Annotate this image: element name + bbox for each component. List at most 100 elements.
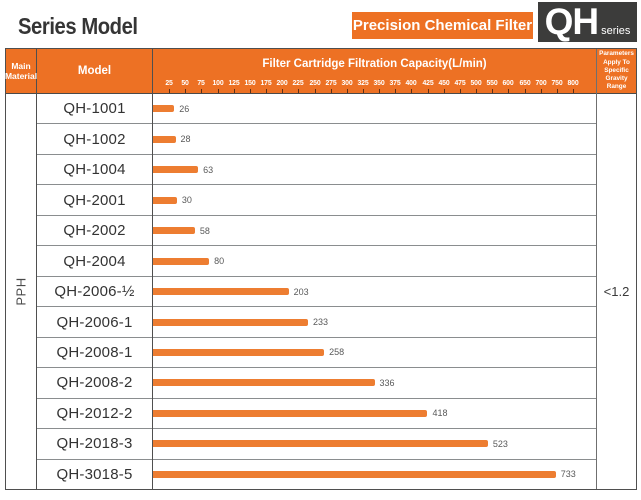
bar-cell: 733	[153, 460, 596, 489]
header-model: Model	[37, 49, 152, 94]
axis-tick-label: 400	[405, 78, 417, 87]
axis-tick-mark	[362, 89, 364, 93]
axis-tick-label: 475	[454, 78, 466, 87]
series-badge-suffix: series	[601, 25, 631, 37]
capacity-value: 30	[181, 195, 192, 206]
axis-tick-label: 250	[309, 78, 320, 87]
axis-tick-mark	[185, 89, 187, 93]
axis-tick-label: 25	[165, 78, 173, 87]
capacity-value: 233	[312, 317, 328, 328]
axis-tick-label: 175	[260, 78, 272, 87]
axis-tick-mark	[233, 89, 235, 93]
model-cell: QH-2002	[37, 216, 152, 247]
bar-cell: 28	[153, 124, 596, 155]
capacity-bar	[153, 166, 199, 174]
capacity-bar	[153, 196, 177, 204]
axis-tick-mark	[249, 89, 251, 93]
axis-tick-mark	[201, 89, 203, 93]
capacity-value: 63	[203, 164, 214, 175]
axis-tick-label: 125	[228, 78, 240, 87]
model-cell: QH-2012-2	[37, 399, 152, 430]
axis-tick-mark	[508, 89, 510, 93]
capacity-value: 28	[180, 134, 191, 145]
axis-tick-label: 150	[244, 78, 256, 87]
bar-cell: 336	[153, 368, 596, 399]
bar-cell: 258	[153, 338, 596, 369]
chart-title: Filter Cartridge Filtration Capacity(L/m…	[262, 58, 487, 70]
axis-tick-label: 600	[502, 78, 514, 87]
gravity-range-value: <1.2	[603, 284, 630, 299]
axis-tick-label: 325	[357, 78, 369, 87]
axis-tick-label: 700	[535, 78, 547, 87]
axis-tick-mark	[298, 89, 300, 93]
axis-tick-label: 425	[422, 78, 434, 87]
bar-cell: 203	[153, 277, 596, 308]
axis-tick-mark	[540, 89, 542, 93]
header-gravity-range: Parameters Apply To Specific Gravity Ran…	[597, 49, 636, 94]
series-badge-code: QH	[544, 1, 599, 43]
model-cell: QH-2018-3	[37, 429, 152, 460]
capacity-bar	[153, 348, 325, 356]
axis-tick-label: 100	[212, 78, 224, 87]
precision-chemical-filter-banner: Precision Chemical Filter	[352, 12, 533, 39]
axis-tick-mark	[217, 89, 219, 93]
axis-tick-label: 225	[292, 78, 304, 87]
column-model: Model QH-1001 QH-1002 QH-1004 QH-2001 QH-200…	[37, 49, 153, 489]
axis-tick-label: 500	[470, 78, 482, 87]
header-main-material: Main Material	[5, 49, 37, 94]
axis-tick-mark	[443, 89, 445, 93]
axis-ticks: 25 50 75 100 125 150 175 200 225 250 275 300 325 350 3…	[153, 78, 596, 93]
capacity-bar	[153, 227, 195, 235]
axis-tick-label: 450	[438, 78, 450, 87]
capacity-bar	[153, 105, 175, 113]
axis-tick-mark	[492, 89, 494, 93]
bar-cell: 58	[153, 216, 596, 247]
capacity-bar	[153, 135, 176, 143]
bar-list: 26 28 63 30 58 80 203 233 258 336 418 523 733	[153, 94, 596, 489]
axis-tick-label: 300	[341, 78, 353, 87]
axis-tick-mark	[346, 89, 348, 93]
capacity-value: 418	[432, 408, 448, 419]
gravity-range-cell: <1.2	[597, 94, 636, 489]
capacity-bar	[153, 257, 210, 265]
main-material-cell: PPH	[6, 94, 36, 489]
model-cell: QH-1004	[37, 155, 152, 186]
column-main-material: Main Material PPH	[5, 49, 37, 489]
axis-tick-label: 750	[551, 78, 563, 87]
capacity-value: 258	[329, 347, 345, 358]
header-capacity-chart: Filter Cartridge Filtration Capacity(L/m…	[153, 49, 596, 94]
axis-tick-mark	[169, 89, 171, 93]
bar-cell: 80	[153, 246, 596, 277]
axis-tick-mark	[411, 89, 413, 93]
model-cell: QH-2008-1	[37, 338, 152, 369]
bar-cell: 63	[153, 155, 596, 186]
model-cell: QH-2006-1	[37, 307, 152, 338]
capacity-value: 336	[379, 377, 395, 388]
bar-cell: 233	[153, 307, 596, 338]
capacity-bar	[153, 409, 428, 417]
model-cell: QH-2006-½	[37, 277, 152, 308]
model-cell: QH-2001	[37, 185, 152, 216]
model-list: QH-1001 QH-1002 QH-1004 QH-2001 QH-2002 QH-20…	[37, 94, 152, 489]
axis-tick-mark	[330, 89, 332, 93]
page-title: Series Model	[18, 13, 138, 39]
banner-label: Precision Chemical Filter	[352, 17, 533, 34]
axis-tick-label: 375	[389, 78, 401, 87]
axis-tick-mark	[524, 89, 526, 93]
axis-tick-label: 650	[519, 78, 530, 87]
axis-tick-label: 275	[325, 78, 337, 87]
axis-tick-mark	[459, 89, 461, 93]
capacity-table: Main Material PPH Model QH-1001 QH-1002 QH…	[5, 48, 637, 490]
axis-tick-mark	[427, 89, 429, 93]
capacity-bar	[153, 470, 556, 478]
capacity-value: 80	[214, 256, 225, 267]
axis-tick-mark	[395, 89, 397, 93]
capacity-value: 203	[293, 286, 309, 297]
axis-tick-label: 50	[181, 78, 189, 87]
model-cell: QH-1002	[37, 124, 152, 155]
bar-cell: 523	[153, 429, 596, 460]
model-cell: QH-2004	[37, 246, 152, 277]
model-cell: QH-3018-5	[56, 465, 133, 483]
main-material-value: PPH	[13, 277, 29, 306]
